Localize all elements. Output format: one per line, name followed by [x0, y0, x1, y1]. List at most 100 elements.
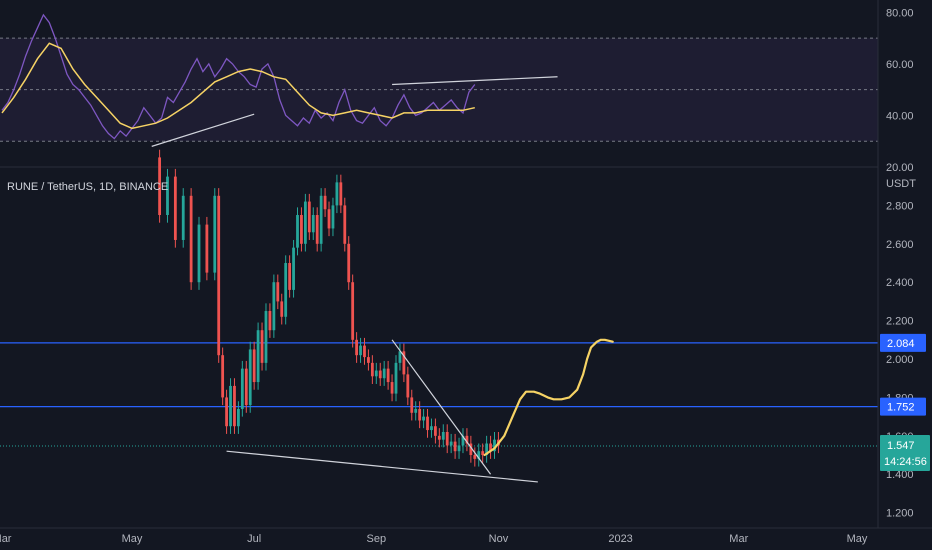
time-tick-label: Mar [729, 533, 748, 545]
rsi-lines [1, 13, 476, 140]
candle-body [382, 368, 386, 379]
rsi-tick-label: 60.00 [886, 59, 914, 71]
candle-body [339, 182, 343, 206]
bar-countdown-label: 14:24:56 [884, 456, 927, 468]
candle-body [280, 301, 284, 317]
candle-body [343, 205, 347, 244]
candle-body [276, 282, 280, 302]
candle-body [457, 445, 461, 452]
candle-body [225, 397, 228, 427]
candle-body [477, 451, 481, 459]
price-tick-label: 2.200 [886, 316, 914, 328]
candle-body [367, 357, 370, 363]
candle-body [461, 435, 465, 446]
candle-body [248, 349, 252, 406]
candle-body [158, 157, 161, 216]
last-price-badge [880, 435, 930, 472]
candle-body [217, 195, 221, 356]
candle-body [213, 195, 217, 273]
last-price-label: 1.547 [887, 440, 915, 452]
candle-body [351, 282, 355, 340]
candle-body [363, 345, 366, 358]
candle-body [469, 443, 473, 456]
candle-body [441, 431, 445, 440]
candle-body [327, 209, 331, 229]
candle-body [319, 195, 323, 244]
candle-body [430, 426, 433, 431]
candle-body [485, 443, 489, 456]
rsi-pane[interactable] [0, 13, 878, 147]
price-trendlines [226, 339, 538, 483]
level-price-badge [880, 397, 926, 416]
candle-body [481, 451, 485, 456]
rsi-axis[interactable]: 80.00 60.00 40.00 20.00 [886, 7, 914, 174]
candle-body [422, 416, 425, 421]
candle-body [256, 330, 260, 383]
price-labels: 2.084 1.752 1.547 14:24:56 [880, 333, 930, 472]
candle-body [292, 247, 295, 290]
price-trendline [226, 450, 538, 483]
time-tick-label: Nov [489, 533, 509, 545]
projection-path [483, 338, 614, 457]
rsi-band [0, 37, 878, 142]
candle-body [410, 397, 414, 413]
time-tick-label: Jul [247, 533, 261, 545]
price-trendline [391, 339, 492, 475]
candle-body [300, 215, 303, 244]
level-price-label: 2.084 [887, 338, 915, 350]
time-axis[interactable]: Mar May Jul Sep Nov 2023 Mar May [0, 533, 868, 545]
candle-body [303, 201, 307, 244]
rsi-tick-label: 20.00 [886, 162, 914, 174]
level-price-label: 1.752 [887, 402, 915, 414]
candle-body [221, 355, 225, 398]
candle-body [229, 385, 232, 427]
candle-body [386, 368, 390, 383]
candle-body [378, 370, 382, 379]
candle-body [418, 408, 422, 421]
candle-body [434, 426, 437, 436]
candle-body [307, 201, 311, 233]
price-tick-label: 1.200 [886, 508, 914, 520]
candle-body [240, 368, 244, 409]
rsi-tick-label: 40.00 [886, 110, 914, 122]
candle-body [284, 263, 288, 317]
rsi-ma-line [1, 42, 475, 130]
chart-legend[interactable]: RUNE / TetherUS, 1D, BINANCE [7, 181, 168, 193]
candle-body [288, 263, 292, 290]
candle-body [406, 374, 410, 398]
candle-body [233, 385, 236, 427]
candle-body [189, 195, 193, 283]
rsi-trendline [151, 113, 255, 147]
candle-body [331, 205, 335, 229]
candle-body [272, 282, 276, 331]
price-pane[interactable] [0, 149, 878, 483]
candle-body [173, 176, 177, 240]
candle-body [181, 195, 185, 240]
level-price-badge [880, 333, 926, 352]
price-tick-label: 1.400 [886, 469, 914, 481]
candle-body [465, 435, 469, 444]
candle-body [355, 339, 358, 356]
candle-body [398, 351, 402, 363]
candle-body [394, 362, 398, 394]
candle-body [402, 351, 406, 375]
candle-body [197, 224, 201, 283]
candle-body [296, 215, 299, 248]
candle-body [311, 215, 315, 233]
rsi-trendlines [151, 76, 558, 147]
candle-body [489, 443, 492, 452]
rsi-tick-label: 80.00 [886, 7, 914, 19]
time-tick-label: Sep [367, 533, 387, 545]
candle-body [252, 349, 256, 383]
price-axis-unit: USDT [886, 178, 916, 190]
candle-body [426, 416, 429, 431]
price-axis[interactable]: USDT 2.8002.6002.4002.2002.0001.8001.600… [886, 178, 916, 520]
candle-body [374, 370, 378, 377]
candle-body [323, 195, 327, 210]
candle-body [335, 182, 339, 206]
candle-body [237, 408, 240, 427]
candle-body [473, 455, 477, 459]
rsi-trendline [392, 76, 558, 86]
candle-body [359, 345, 362, 356]
